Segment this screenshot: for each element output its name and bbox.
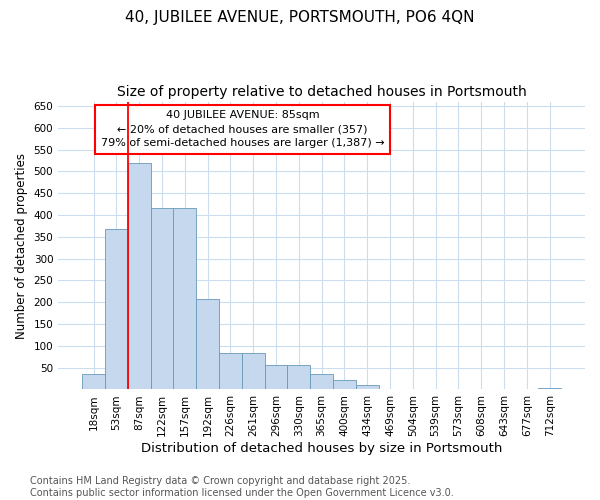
Bar xyxy=(538,388,561,390)
X-axis label: Distribution of detached houses by size in Portsmouth: Distribution of detached houses by size … xyxy=(141,442,502,455)
Bar xyxy=(333,380,356,390)
Bar xyxy=(173,208,196,390)
Bar xyxy=(310,374,333,390)
Text: 40, JUBILEE AVENUE, PORTSMOUTH, PO6 4QN: 40, JUBILEE AVENUE, PORTSMOUTH, PO6 4QN xyxy=(125,10,475,25)
Bar xyxy=(82,374,105,390)
Bar xyxy=(242,354,265,390)
Bar xyxy=(265,366,287,390)
Bar xyxy=(105,230,128,390)
Bar xyxy=(219,354,242,390)
Bar xyxy=(196,299,219,390)
Bar xyxy=(151,208,173,390)
Bar xyxy=(287,366,310,390)
Text: 40 JUBILEE AVENUE: 85sqm
← 20% of detached houses are smaller (357)
79% of semi-: 40 JUBILEE AVENUE: 85sqm ← 20% of detach… xyxy=(101,110,385,148)
Title: Size of property relative to detached houses in Portsmouth: Size of property relative to detached ho… xyxy=(117,85,526,99)
Text: Contains HM Land Registry data © Crown copyright and database right 2025.
Contai: Contains HM Land Registry data © Crown c… xyxy=(30,476,454,498)
Bar xyxy=(356,385,379,390)
Y-axis label: Number of detached properties: Number of detached properties xyxy=(15,152,28,338)
Bar xyxy=(128,162,151,390)
